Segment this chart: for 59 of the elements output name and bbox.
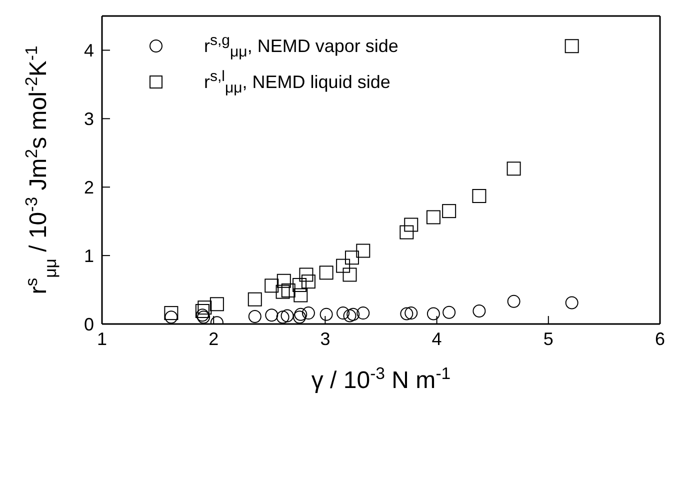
point	[426, 210, 440, 224]
point	[344, 250, 359, 265]
point	[472, 304, 486, 318]
point	[248, 310, 262, 323]
point	[442, 204, 456, 218]
point	[276, 274, 291, 288]
point	[400, 225, 414, 240]
point	[400, 307, 414, 320]
x-tick-label: 4	[432, 328, 442, 349]
point	[302, 306, 315, 320]
point	[336, 258, 350, 273]
point	[319, 266, 334, 280]
point	[346, 308, 360, 321]
point	[292, 278, 307, 292]
point	[294, 288, 308, 302]
point	[164, 306, 178, 320]
x-tick-label: 6	[654, 328, 666, 349]
x-tick-label: 1	[96, 328, 108, 349]
point	[404, 218, 418, 232]
point	[342, 268, 357, 282]
point	[294, 308, 308, 321]
y-tick-label: 0	[84, 314, 94, 334]
point	[164, 310, 178, 324]
point	[198, 300, 212, 315]
point	[276, 310, 290, 324]
point	[299, 268, 314, 282]
point	[320, 308, 333, 321]
point	[356, 244, 370, 258]
point	[281, 283, 296, 298]
y-tick-label: 1	[84, 246, 94, 266]
point	[507, 294, 520, 308]
legend-label: r$^{s,g}$$_{μμ}$, NEMD vapor side	[204, 32, 398, 60]
point	[293, 310, 306, 324]
point	[301, 274, 316, 289]
point	[280, 309, 294, 322]
point	[276, 284, 290, 299]
x-axis-title: γ / 10$^{-3}$ N m$^{-1}$	[311, 364, 451, 394]
y-tick-label: 3	[84, 109, 94, 130]
x-tick-label: 5	[543, 328, 554, 349]
point	[264, 278, 279, 293]
point	[565, 296, 578, 310]
x-tick-label: 3	[320, 328, 330, 349]
x-tick-label: 2	[208, 328, 219, 349]
point	[336, 306, 350, 320]
legend-label: r$^{s,l}$$_{μμ}$, NEMD liquid side	[204, 68, 390, 96]
point	[265, 308, 278, 322]
point	[248, 292, 262, 306]
y-tick-label: 4	[84, 40, 94, 61]
y-tick-label: 2	[84, 178, 94, 198]
point	[506, 162, 521, 176]
point	[195, 304, 210, 318]
point	[564, 39, 579, 54]
point	[356, 306, 370, 320]
point	[472, 189, 486, 204]
point	[404, 306, 418, 320]
point	[442, 306, 456, 319]
point	[426, 307, 440, 320]
point	[343, 309, 356, 322]
point	[210, 297, 224, 312]
